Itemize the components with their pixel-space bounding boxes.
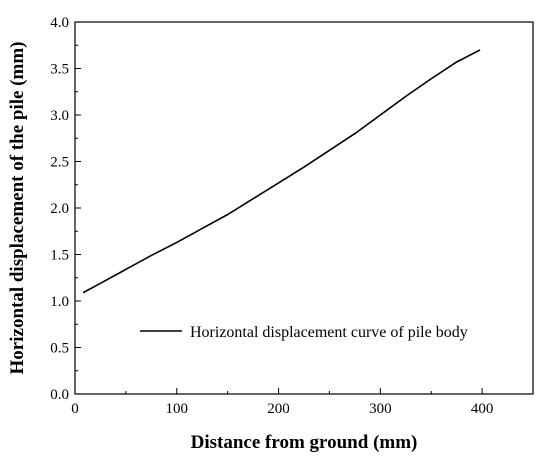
x-axis-title: Distance from ground (mm) [191, 432, 418, 453]
y-tick-label: 0.0 [50, 387, 69, 403]
y-tick-label: 1.5 [50, 248, 69, 264]
y-tick-label: 3.5 [50, 62, 69, 78]
legend: Horizontal displacement curve of pile bo… [140, 324, 468, 341]
y-axis-title: Horizontal displacement of the pile (mm) [7, 42, 28, 375]
x-tick-label: 400 [471, 401, 494, 417]
x-tick-label: 0 [71, 401, 79, 417]
displacement-curve-line [82, 49, 481, 294]
y-tick-label: 3.0 [50, 108, 69, 124]
y-tick-label: 1.0 [50, 294, 69, 310]
y-axis-ticks: 0.0 0.5 1.0 1.5 2.0 2.5 3.0 3.5 4.0 [50, 15, 81, 403]
y-tick-label: 2.0 [50, 201, 69, 217]
x-tick-label: 100 [166, 401, 189, 417]
y-tick-label: 0.5 [50, 341, 69, 357]
legend-label: Horizontal displacement curve of pile bo… [190, 324, 468, 341]
x-tick-label: 200 [267, 401, 290, 417]
x-axis-ticks: 0 100 200 300 400 [71, 388, 493, 417]
y-tick-label: 2.5 [50, 155, 69, 171]
x-tick-label: 300 [369, 401, 392, 417]
y-tick-label: 4.0 [50, 15, 69, 31]
